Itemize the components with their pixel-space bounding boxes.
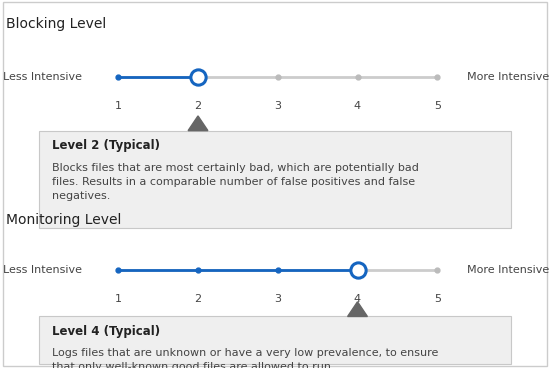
Text: Level 4 (Typical): Level 4 (Typical) (52, 325, 161, 337)
Text: 5: 5 (434, 101, 441, 111)
FancyBboxPatch shape (39, 131, 512, 228)
Text: 2: 2 (195, 101, 201, 111)
Polygon shape (348, 302, 367, 316)
Text: Less Intensive: Less Intensive (3, 72, 82, 82)
Text: 5: 5 (434, 294, 441, 304)
Text: 1: 1 (115, 294, 122, 304)
Text: Blocks files that are most certainly bad, which are potentially bad
files. Resul: Blocks files that are most certainly bad… (52, 163, 419, 201)
Text: Less Intensive: Less Intensive (3, 265, 82, 276)
Text: Level 2 (Typical): Level 2 (Typical) (52, 139, 160, 152)
Text: 1: 1 (115, 101, 122, 111)
Text: More Intensive: More Intensive (466, 72, 549, 82)
Text: 3: 3 (274, 294, 281, 304)
FancyBboxPatch shape (39, 316, 512, 364)
Polygon shape (188, 116, 208, 131)
Text: Blocking Level: Blocking Level (6, 17, 106, 31)
Text: 3: 3 (274, 101, 281, 111)
Text: 4: 4 (354, 294, 361, 304)
Text: More Intensive: More Intensive (466, 265, 549, 276)
Text: Monitoring Level: Monitoring Level (6, 213, 121, 227)
Text: 4: 4 (354, 101, 361, 111)
Text: Logs files that are unknown or have a very low prevalence, to ensure
that only w: Logs files that are unknown or have a ve… (52, 348, 439, 368)
Text: 2: 2 (195, 294, 201, 304)
